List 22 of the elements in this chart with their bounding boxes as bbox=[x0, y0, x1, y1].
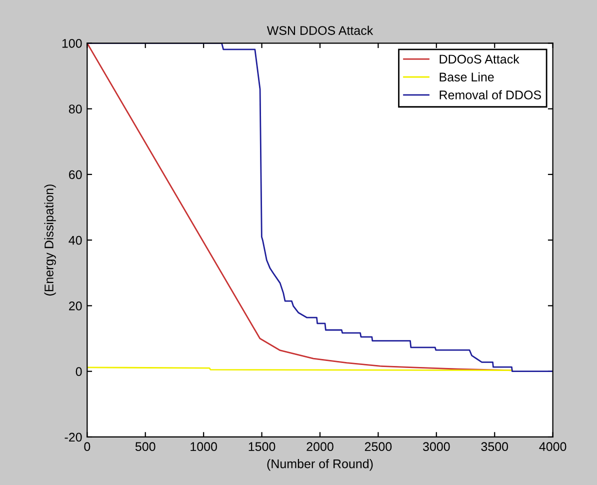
x-axis-title: (Number of Round) bbox=[267, 459, 373, 471]
x-tick-label: 3000 bbox=[422, 442, 450, 452]
legend-label: DDOoS Attack bbox=[440, 54, 520, 64]
y-tick-label: 60 bbox=[69, 170, 82, 180]
y-axis-title: (Energy Dissipation) bbox=[44, 184, 56, 296]
y-tick-label: 80 bbox=[68, 104, 82, 114]
x-tick-label: 4000 bbox=[539, 442, 566, 452]
x-tick-label: 500 bbox=[135, 442, 156, 452]
y-tick-label: -20 bbox=[64, 432, 82, 442]
x-tick-label: 2000 bbox=[306, 442, 334, 452]
x-tick-label: 1500 bbox=[248, 442, 276, 452]
chart-title: WSN DDOS Attack bbox=[266, 26, 374, 35]
y-tick-label: 0 bbox=[76, 367, 82, 376]
y-tick-label: 40 bbox=[68, 236, 82, 245]
x-tick-label: 0 bbox=[84, 442, 90, 452]
x-tick-label: 2500 bbox=[364, 442, 392, 452]
x-tick-label: 1000 bbox=[190, 442, 217, 452]
x-tick-label: 3500 bbox=[481, 442, 508, 452]
legend-label: Removal of DDOS bbox=[440, 90, 541, 100]
y-tick-label: 100 bbox=[62, 38, 82, 48]
legend-label: Base Line bbox=[440, 72, 494, 82]
y-tick-label: 20 bbox=[69, 302, 82, 310]
